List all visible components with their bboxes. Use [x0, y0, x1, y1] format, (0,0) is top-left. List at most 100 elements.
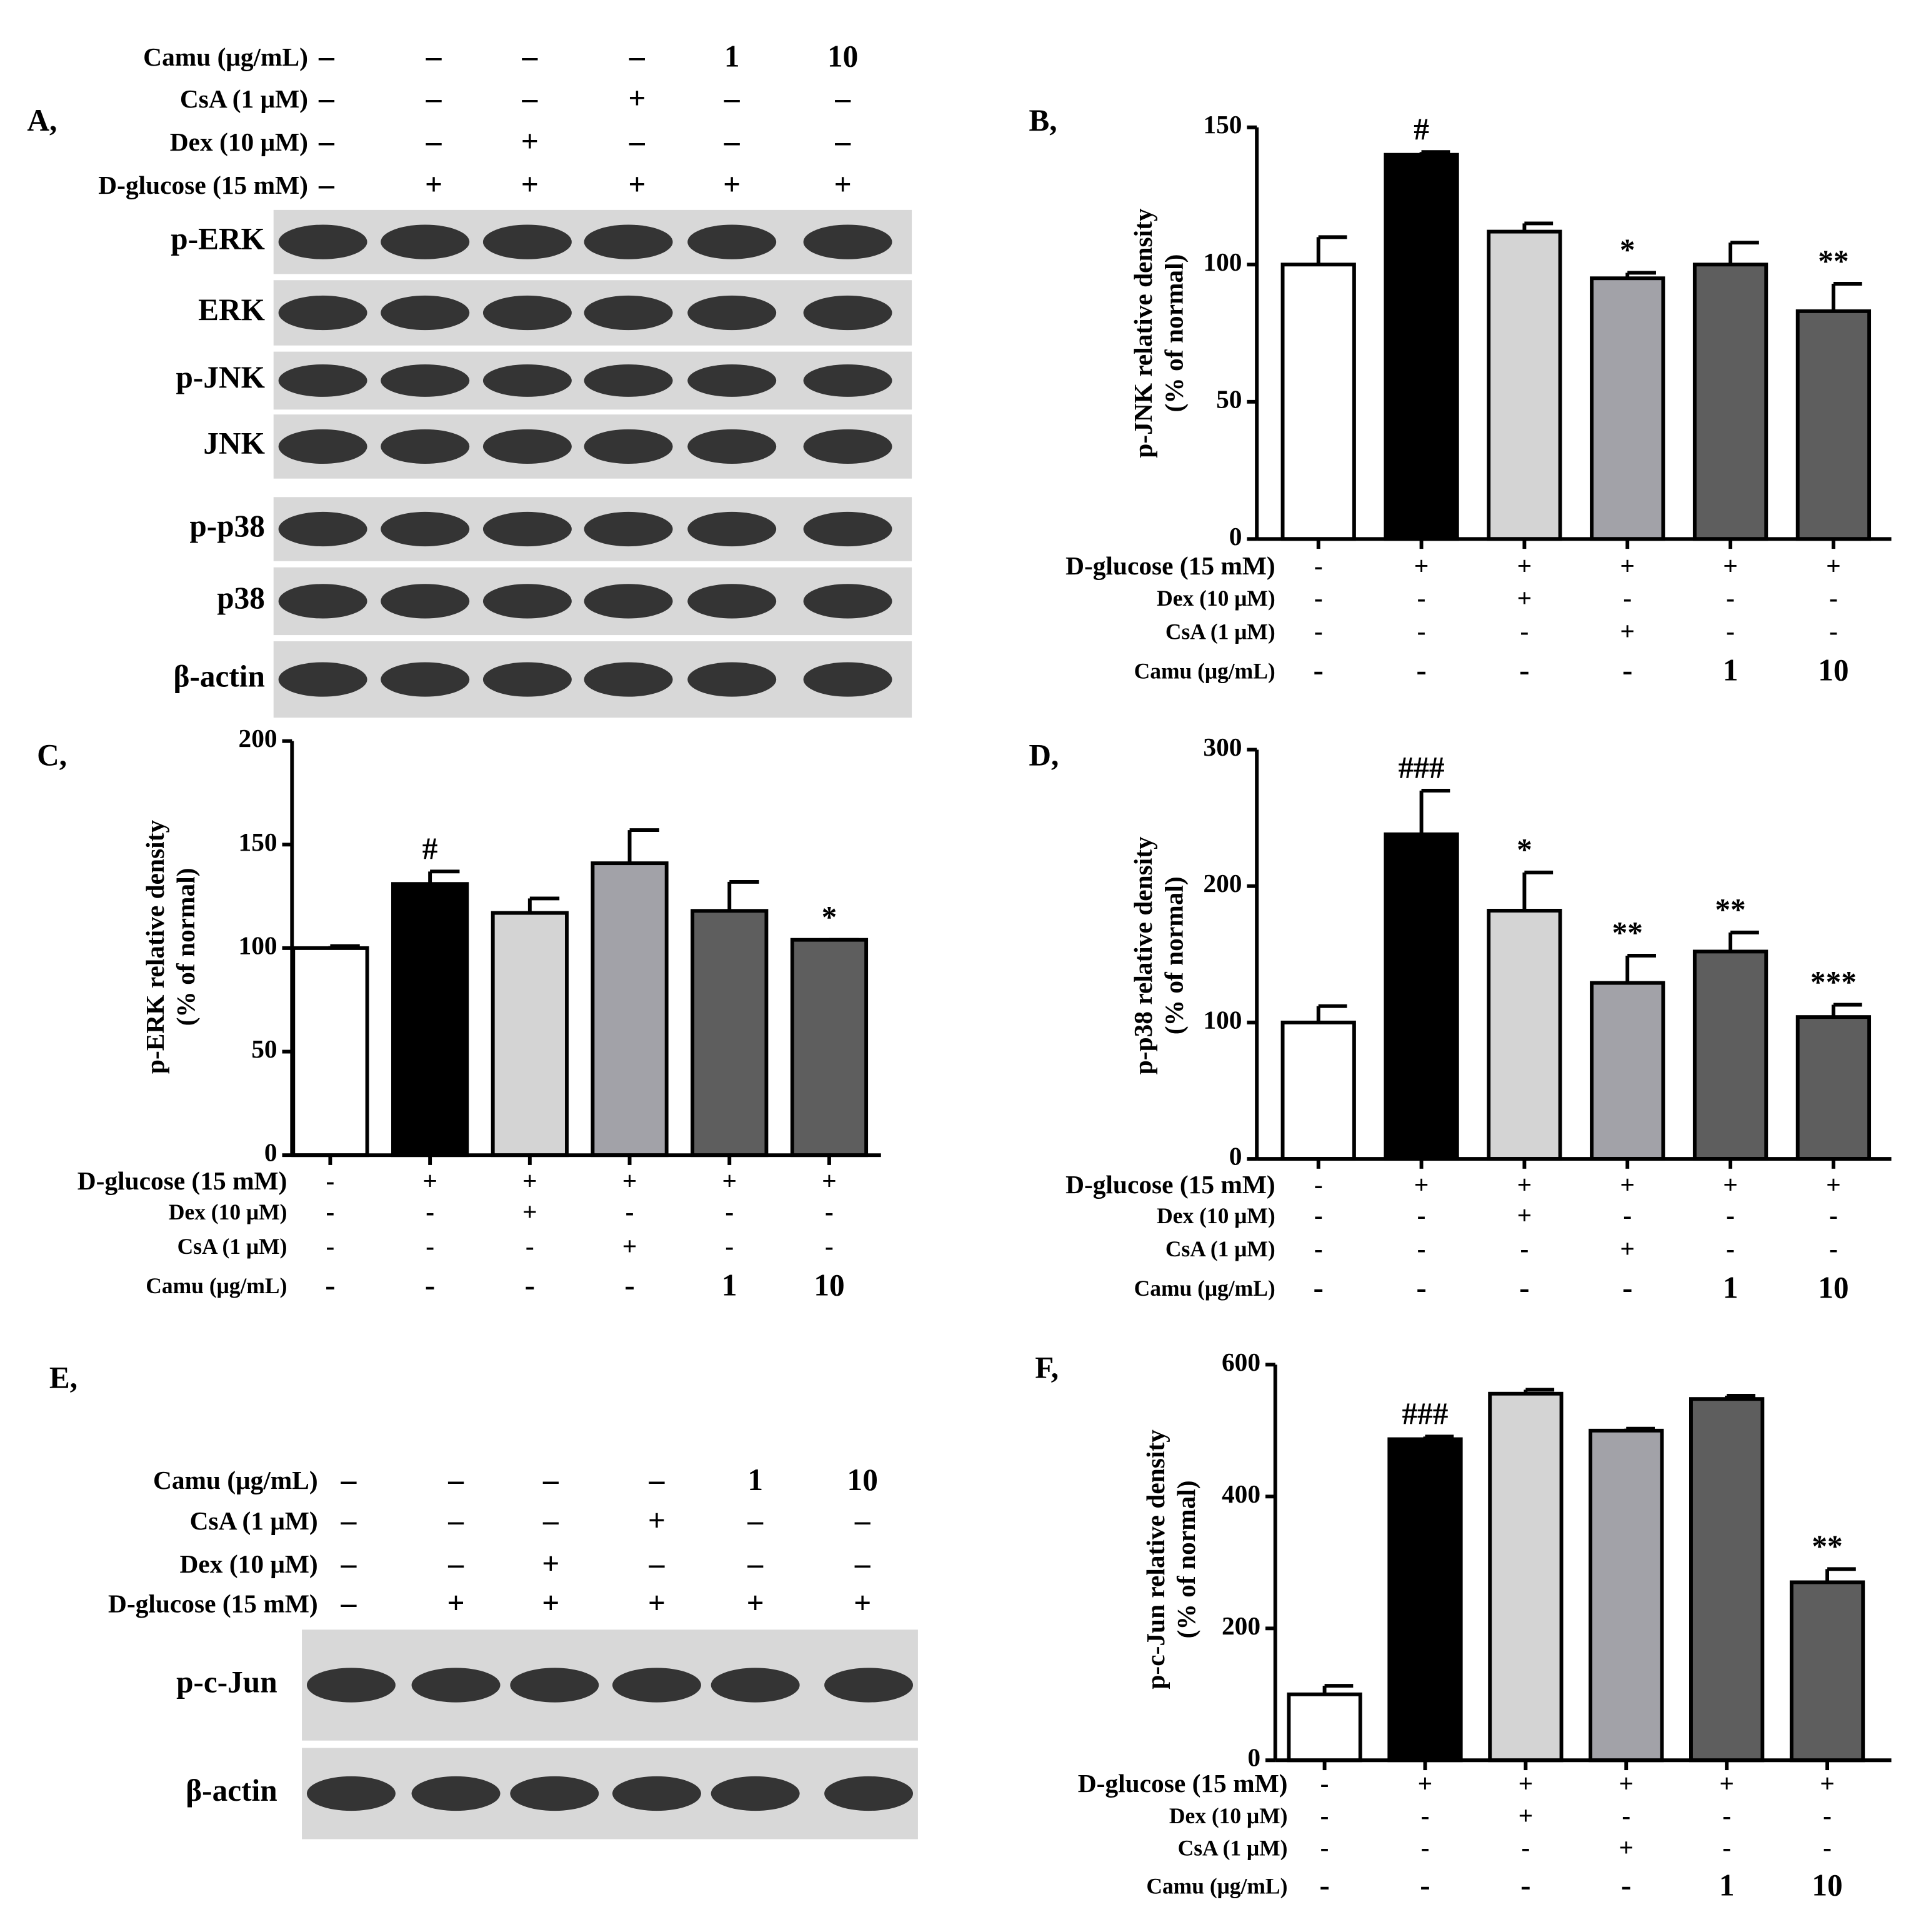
treatment-value: - — [425, 1268, 435, 1302]
treatment-value: - — [1829, 617, 1838, 646]
bar — [391, 882, 469, 1158]
treatment-value: - — [1726, 1234, 1735, 1263]
treatment-value: - — [1623, 583, 1632, 612]
treatment-value: + — [521, 168, 539, 202]
significance-label: ### — [1402, 1396, 1449, 1431]
y-axis-label: (% of normal) — [1159, 254, 1189, 413]
treatment-label: CsA (1 μM) — [1165, 619, 1275, 644]
blot-band — [306, 1668, 396, 1703]
y-tick-label: 300 — [1203, 733, 1242, 761]
treatment-value: + — [1517, 583, 1532, 612]
blot-band — [803, 511, 892, 547]
blot-band — [482, 224, 572, 259]
treatment-value: – — [447, 1503, 464, 1538]
blot-band — [278, 429, 367, 464]
treatment-label: CsA (1 μM) — [180, 84, 308, 114]
treatment-value: - — [426, 1197, 434, 1226]
bar — [1689, 1397, 1765, 1763]
treatment-value: – — [341, 1503, 357, 1538]
significance-label: *** — [1810, 964, 1857, 999]
band-label: p-p38 — [189, 509, 265, 543]
band-label: β-actin — [186, 1773, 277, 1808]
treatment-value: – — [426, 124, 442, 159]
bar — [1589, 1428, 1664, 1763]
blot-band — [510, 1668, 599, 1703]
treatment-value: – — [447, 1546, 464, 1581]
treatment-value: - — [1726, 583, 1735, 612]
treatment-value: + — [522, 1197, 537, 1226]
treatment-value: – — [426, 39, 442, 74]
bar — [1488, 1391, 1564, 1763]
blot-band — [381, 662, 470, 697]
treatment-value: + — [854, 1586, 871, 1620]
treatment-value: – — [747, 1503, 763, 1538]
y-tick-label: 200 — [1222, 1611, 1260, 1640]
treatment-value: - — [526, 1232, 534, 1261]
treatment-value: – — [426, 81, 442, 116]
treatment-value: + — [1517, 1201, 1532, 1229]
treatment-value: 10 — [827, 39, 858, 74]
blot-band — [687, 429, 777, 464]
treatment-value: + — [723, 168, 741, 202]
blot-band — [381, 295, 470, 331]
treatment-value: - — [326, 1166, 335, 1195]
blot-band — [803, 364, 892, 397]
treatment-value: 1 — [722, 1268, 737, 1302]
treatment-value: - — [525, 1268, 535, 1302]
treatment-value: 10 — [1812, 1868, 1842, 1903]
treatment-value: + — [1723, 551, 1738, 580]
blot-band — [278, 224, 367, 259]
panel-label: E, — [49, 1360, 77, 1394]
blot-band — [687, 662, 777, 697]
treatment-value: + — [628, 81, 646, 116]
treatment-value: - — [1519, 653, 1529, 688]
treatment-value: - — [1314, 617, 1323, 646]
treatment-value: - — [825, 1197, 834, 1226]
treatment-value: - — [1622, 1801, 1630, 1829]
band-label: p-c-Jun — [176, 1664, 277, 1699]
treatment-label: Dex (10 μM) — [169, 1199, 287, 1224]
treatment-value: - — [1622, 1270, 1632, 1304]
blot-band — [411, 1776, 501, 1811]
treatment-value: + — [1620, 1170, 1635, 1199]
y-tick-label: 50 — [251, 1034, 277, 1063]
blot-band — [584, 429, 673, 464]
blot-band — [482, 662, 572, 697]
treatment-value: – — [629, 39, 645, 74]
bar — [491, 911, 569, 1158]
panel-label: B, — [1029, 103, 1057, 138]
y-axis-label: p-ERK relative density — [141, 820, 169, 1074]
blot-band — [381, 511, 470, 547]
y-axis-label: (% of normal) — [1172, 1480, 1201, 1638]
bar — [1789, 1580, 1865, 1763]
treatment-value: - — [1520, 1868, 1530, 1903]
treatment-value: + — [648, 1586, 666, 1620]
treatment-value: - — [1623, 1201, 1632, 1229]
bar — [1384, 832, 1459, 1161]
treatment-value: – — [447, 1463, 464, 1497]
significance-label: # — [1414, 112, 1429, 146]
treatment-value: – — [649, 1546, 665, 1581]
blot-band — [584, 364, 673, 397]
treatment-value: - — [1726, 617, 1735, 646]
treatment-value: - — [1622, 653, 1632, 688]
treatment-value: – — [318, 81, 334, 116]
treatment-value: - — [1314, 653, 1324, 688]
significance-label: ** — [1812, 1529, 1842, 1563]
bar — [1280, 1020, 1356, 1161]
blot-band — [381, 584, 470, 619]
treatment-value: + — [522, 1166, 537, 1195]
treatment-value: + — [747, 1586, 764, 1620]
bar — [691, 909, 769, 1158]
treatment-value: + — [1619, 1833, 1634, 1862]
treatment-label: Camu (μg/mL) — [1134, 658, 1275, 683]
blot-band — [803, 662, 892, 697]
blot-band — [584, 662, 673, 697]
blot-band — [381, 224, 470, 259]
treatment-value: + — [1826, 551, 1841, 580]
significance-label: * — [1620, 233, 1635, 267]
treatment-value: 1 — [1723, 653, 1739, 688]
significance-label: # — [422, 831, 438, 866]
treatment-label: Dex (10 μM) — [1169, 1803, 1288, 1828]
